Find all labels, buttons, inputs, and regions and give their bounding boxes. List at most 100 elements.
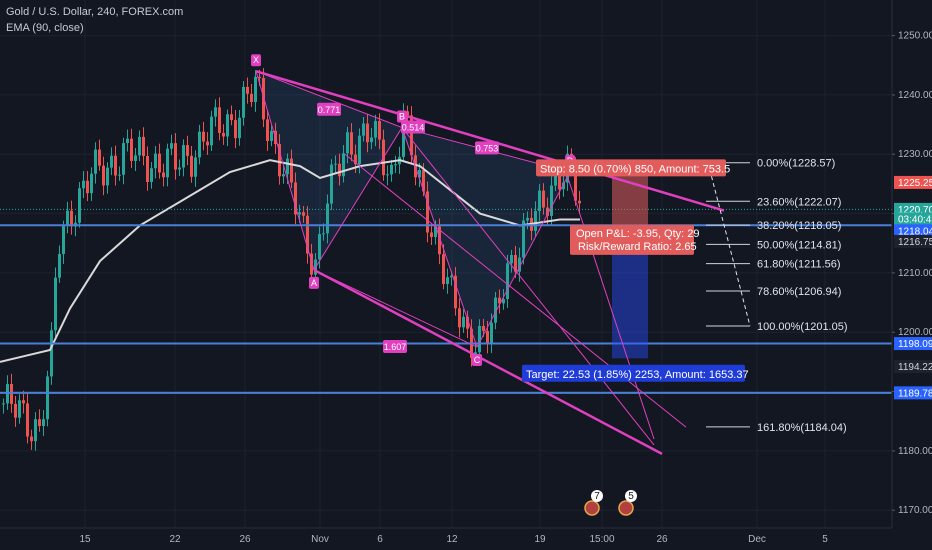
candle-body <box>158 153 161 173</box>
candle-body <box>194 157 197 177</box>
candle-body <box>430 232 433 237</box>
candle-body <box>534 210 537 231</box>
x-tick-label: 5 <box>822 534 828 545</box>
candle-body <box>294 182 297 215</box>
candle-body <box>318 233 321 260</box>
x-tick-label: 19 <box>534 534 546 545</box>
point-label: A <box>311 278 317 288</box>
point-label: C <box>474 355 481 365</box>
ratio-label: 1.607 <box>384 342 407 352</box>
candle-body <box>378 120 381 140</box>
candle-body <box>322 233 325 235</box>
candle-body <box>162 172 165 178</box>
pattern-bcd-fill <box>402 127 570 348</box>
candle-body <box>466 316 469 329</box>
x-tick-label: 15:00 <box>589 534 614 545</box>
candles <box>2 68 581 451</box>
stop-box <box>536 159 726 177</box>
candle-body <box>34 419 37 442</box>
indicator-legend[interactable]: EMA (90, close) <box>6 22 84 34</box>
candle-body <box>410 115 413 156</box>
candle-body <box>150 168 153 183</box>
candle-body <box>178 167 181 170</box>
x-tick-label: 22 <box>169 534 181 545</box>
candle-body <box>214 107 217 117</box>
fib-label: 78.60%(1206.94) <box>757 286 841 298</box>
x-tick-label: 12 <box>446 534 458 545</box>
pattern-line <box>313 268 663 455</box>
price-tag-label: 1189.78 <box>898 388 932 399</box>
ratio-label: 0.771 <box>318 105 341 115</box>
candle-body <box>370 137 373 143</box>
pattern-line <box>567 177 655 440</box>
event-count-badge <box>625 490 637 502</box>
candle-body <box>90 173 93 194</box>
fib-label: 100.00%(1201.05) <box>757 321 848 333</box>
pattern-line <box>255 70 403 129</box>
candle-body <box>122 143 125 175</box>
candle-body <box>110 155 113 168</box>
candle-body <box>98 149 101 166</box>
candle-body <box>202 131 205 142</box>
x-tick-label: 26 <box>656 534 668 545</box>
candle-body <box>558 171 561 190</box>
candle-body <box>330 164 333 204</box>
price-tag <box>894 360 932 374</box>
candle-body <box>394 164 397 166</box>
candle-body <box>62 225 65 254</box>
price-axis <box>892 0 932 550</box>
fib-label: 50.00%(1214.81) <box>757 239 841 251</box>
event-flag-icon <box>584 500 600 516</box>
price-tag-label: 1218.04 <box>898 226 932 237</box>
fib-label: 38.20%(1218.05) <box>757 220 841 232</box>
price-tag-label: 1194.22 <box>898 362 932 373</box>
candle-body <box>46 376 49 420</box>
candle-body <box>26 403 29 437</box>
candle-body <box>486 330 489 345</box>
candle-body <box>238 117 241 139</box>
candle-body <box>218 107 221 133</box>
candle-body <box>386 174 389 176</box>
pattern-xab-fill <box>256 71 402 270</box>
candle-body <box>510 254 513 264</box>
price-tag-label: 03:40:43 <box>898 214 932 225</box>
candle-body <box>18 400 21 418</box>
candle-body <box>222 132 225 137</box>
candle-body <box>454 275 457 309</box>
risk-reward-text: Risk/Reward Ratio: 2.65 <box>578 241 697 253</box>
price-tag-label: 1225.25 <box>898 178 932 189</box>
price-tag <box>894 175 932 189</box>
candle-body <box>206 141 209 146</box>
candle-body <box>298 212 301 215</box>
price-tag <box>894 234 932 248</box>
candle-body <box>402 111 405 157</box>
price-tag <box>894 386 932 400</box>
candle-body <box>226 114 229 137</box>
pattern-line <box>476 171 571 348</box>
point-badge <box>309 276 319 289</box>
candle-body <box>326 203 329 234</box>
ratio-label: 0.514 <box>402 123 425 133</box>
candle-body <box>550 185 553 216</box>
candle-body <box>86 180 89 194</box>
event-count: 7 <box>594 491 600 502</box>
y-tick-label: 1210.00 <box>898 268 932 279</box>
candle-body <box>130 138 133 161</box>
price-tag <box>894 224 932 238</box>
candle-body <box>574 166 577 201</box>
candle-body <box>270 130 273 141</box>
candle-body <box>278 144 281 177</box>
fib-label: 0.00%(1228.57) <box>757 158 835 170</box>
event-count: 5 <box>628 491 634 502</box>
candle-body <box>478 326 481 353</box>
candle-body <box>482 326 485 331</box>
candle-body <box>246 86 249 94</box>
candle-body <box>266 119 269 141</box>
target-box <box>522 364 745 382</box>
candle-body <box>166 148 169 178</box>
price-tag-label: 1198.09 <box>898 339 932 350</box>
fib-label: 61.80%(1211.56) <box>757 259 841 271</box>
candle-body <box>490 322 493 345</box>
